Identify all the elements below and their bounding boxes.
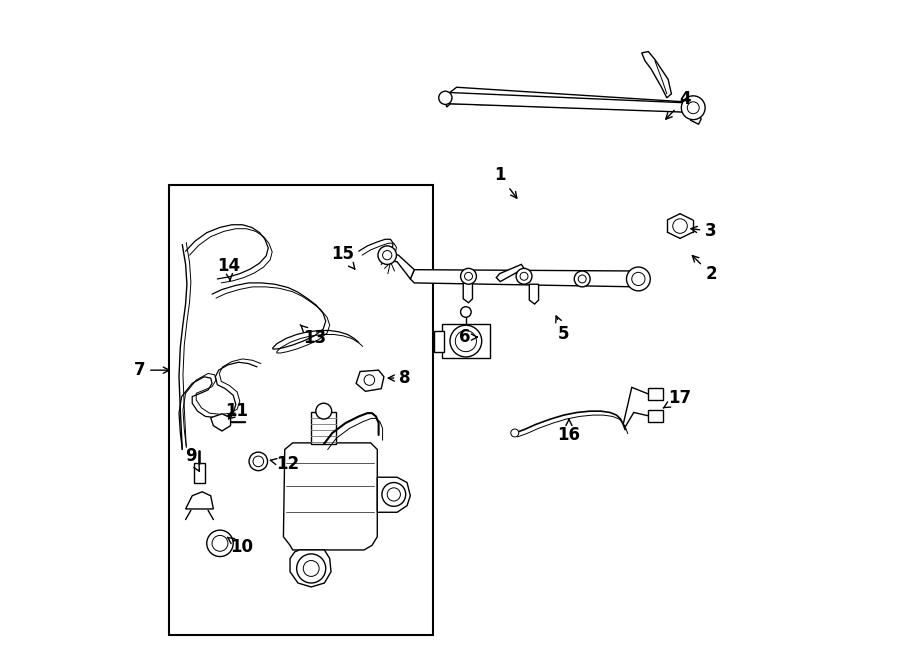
Text: 17: 17 <box>663 389 691 408</box>
Polygon shape <box>496 264 524 282</box>
Polygon shape <box>445 87 695 112</box>
Text: 5: 5 <box>555 316 570 343</box>
Text: 10: 10 <box>228 537 253 557</box>
Circle shape <box>461 307 472 317</box>
Text: 16: 16 <box>557 419 580 444</box>
Circle shape <box>520 272 528 280</box>
Circle shape <box>382 483 406 506</box>
Bar <box>648 410 662 422</box>
Circle shape <box>249 452 267 471</box>
Text: 14: 14 <box>217 256 240 280</box>
Text: 7: 7 <box>133 361 169 379</box>
Polygon shape <box>356 370 384 391</box>
Text: 8: 8 <box>388 369 410 387</box>
Circle shape <box>673 219 688 233</box>
Bar <box>442 324 490 358</box>
Polygon shape <box>185 492 213 509</box>
Circle shape <box>626 267 651 291</box>
Circle shape <box>212 535 228 551</box>
Circle shape <box>516 268 532 284</box>
Circle shape <box>378 246 397 264</box>
Polygon shape <box>211 414 230 431</box>
Circle shape <box>316 403 332 419</box>
Circle shape <box>382 251 392 260</box>
Polygon shape <box>290 550 331 587</box>
Circle shape <box>387 488 400 501</box>
Circle shape <box>439 91 452 104</box>
Circle shape <box>681 96 705 120</box>
Text: 2: 2 <box>692 256 717 284</box>
Circle shape <box>688 102 699 114</box>
Text: 4: 4 <box>666 90 690 119</box>
Circle shape <box>464 272 473 280</box>
Bar <box>311 412 337 444</box>
Text: 6: 6 <box>459 328 477 346</box>
Circle shape <box>455 330 476 352</box>
Polygon shape <box>446 93 693 112</box>
Circle shape <box>511 429 518 437</box>
Text: 1: 1 <box>494 166 517 198</box>
Polygon shape <box>689 108 701 124</box>
Circle shape <box>450 325 482 357</box>
Circle shape <box>207 530 233 557</box>
Bar <box>434 330 444 352</box>
Polygon shape <box>642 52 671 98</box>
Text: 3: 3 <box>691 222 717 241</box>
Circle shape <box>303 561 320 576</box>
Polygon shape <box>284 443 377 550</box>
Text: 12: 12 <box>270 455 300 473</box>
Circle shape <box>574 271 590 287</box>
Polygon shape <box>464 283 472 303</box>
Polygon shape <box>377 477 410 512</box>
Polygon shape <box>385 253 414 279</box>
Circle shape <box>253 456 264 467</box>
Circle shape <box>461 268 476 284</box>
Bar <box>648 388 662 400</box>
Circle shape <box>632 272 645 286</box>
Circle shape <box>364 375 374 385</box>
Text: 9: 9 <box>185 447 200 471</box>
Circle shape <box>297 554 326 583</box>
Bar <box>169 185 434 635</box>
Bar <box>194 463 205 483</box>
Text: 13: 13 <box>301 325 326 348</box>
Polygon shape <box>410 270 642 287</box>
Text: 15: 15 <box>331 245 355 269</box>
Polygon shape <box>529 284 538 304</box>
Text: 11: 11 <box>226 402 248 420</box>
Circle shape <box>578 275 586 283</box>
